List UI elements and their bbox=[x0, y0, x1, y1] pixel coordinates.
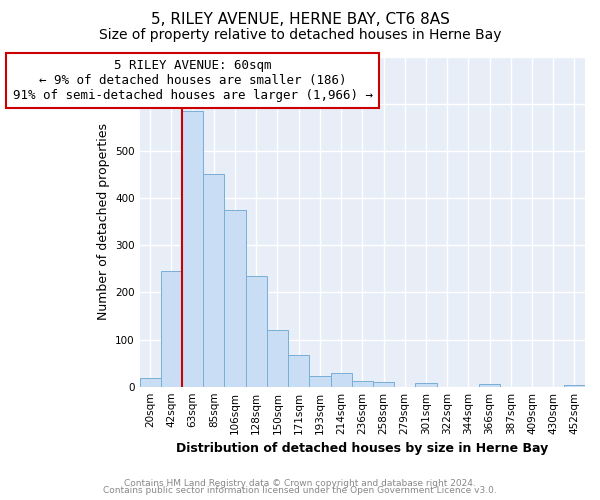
Bar bbox=[182, 110, 203, 386]
Bar bbox=[161, 271, 182, 386]
Bar bbox=[203, 174, 224, 386]
Text: Size of property relative to detached houses in Herne Bay: Size of property relative to detached ho… bbox=[99, 28, 501, 42]
Y-axis label: Number of detached properties: Number of detached properties bbox=[97, 123, 110, 320]
Text: Contains HM Land Registry data © Crown copyright and database right 2024.: Contains HM Land Registry data © Crown c… bbox=[124, 478, 476, 488]
Bar bbox=[310, 376, 331, 386]
Bar bbox=[267, 330, 288, 386]
Bar bbox=[331, 372, 352, 386]
Text: 5 RILEY AVENUE: 60sqm
← 9% of detached houses are smaller (186)
91% of semi-deta: 5 RILEY AVENUE: 60sqm ← 9% of detached h… bbox=[13, 59, 373, 102]
Bar bbox=[245, 276, 267, 386]
X-axis label: Distribution of detached houses by size in Herne Bay: Distribution of detached houses by size … bbox=[176, 442, 548, 455]
Bar bbox=[352, 381, 373, 386]
Text: Contains public sector information licensed under the Open Government Licence v3: Contains public sector information licen… bbox=[103, 486, 497, 495]
Bar bbox=[479, 384, 500, 386]
Bar bbox=[140, 378, 161, 386]
Bar bbox=[224, 210, 245, 386]
Bar bbox=[415, 383, 437, 386]
Bar bbox=[373, 382, 394, 386]
Text: 5, RILEY AVENUE, HERNE BAY, CT6 8AS: 5, RILEY AVENUE, HERNE BAY, CT6 8AS bbox=[151, 12, 449, 28]
Bar bbox=[288, 355, 310, 386]
